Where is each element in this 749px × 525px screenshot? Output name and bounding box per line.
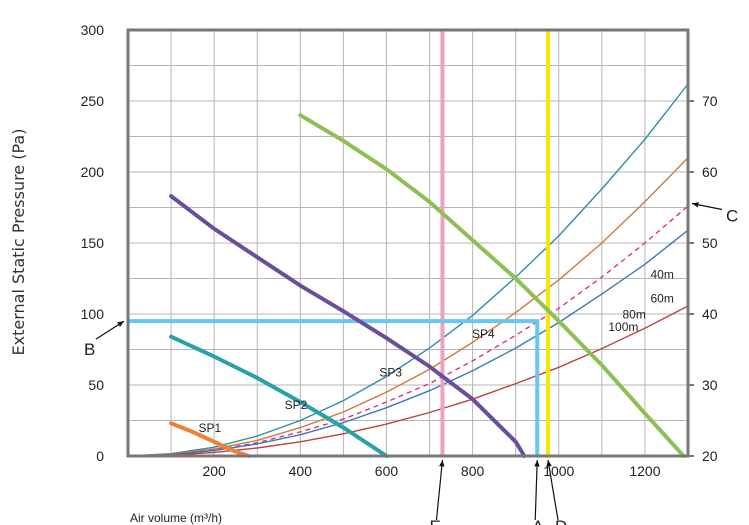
y2-tick-label: 20 [702, 448, 718, 464]
y2-tick-label: 60 [702, 164, 718, 180]
system-curve-100m [128, 84, 688, 456]
curve-label-SP2: SP2 [285, 398, 308, 412]
fan-curves [171, 115, 684, 456]
tick-labels: 200 400 600 800 1000 120005010015020025030020… [81, 22, 718, 479]
marker-B: B [84, 340, 95, 359]
curve-label-80m: 80m [622, 307, 645, 321]
curve-label-40m: 40m [650, 268, 673, 282]
x-tick-label: 200 [202, 463, 226, 479]
curve-label-100m: 100m [608, 320, 638, 334]
y-tick-label: 100 [81, 306, 105, 322]
y2-tick-label: 30 [702, 377, 718, 393]
x-axis-label: Air volume (m³/h) [130, 511, 222, 525]
marker-arrow-line [436, 460, 442, 520]
y2-tick-label: 50 [702, 235, 718, 251]
system-curves [128, 84, 688, 456]
y-tick-label: 250 [81, 93, 105, 109]
y2-tick-label: 70 [702, 93, 718, 109]
x-tick-label: 800 [461, 463, 485, 479]
x-tick-label: 400 [289, 463, 313, 479]
marker-C: C [726, 207, 738, 226]
marker-A: A [532, 517, 544, 525]
curve-label-SP1: SP1 [199, 421, 222, 435]
fan-curve-SP3 [171, 196, 524, 456]
marker-arrow-head [692, 202, 699, 207]
curve-label-SP4: SP4 [472, 327, 495, 341]
marker-arrow-head [117, 321, 124, 327]
y-tick-label: 300 [81, 22, 105, 38]
y2-tick-label: 40 [702, 306, 718, 322]
y-tick-label: 0 [96, 448, 104, 464]
marker-arrow-head [534, 460, 539, 467]
curve-label-60m: 60m [650, 292, 673, 306]
y-tick-label: 50 [88, 377, 104, 393]
curve-label-SP3: SP3 [379, 365, 402, 379]
y-tick-label: 200 [81, 164, 105, 180]
marker-E: E [429, 517, 440, 525]
marker-arrow-line [535, 460, 537, 520]
marker-D: D [555, 517, 567, 525]
system-curve-80m [128, 158, 688, 456]
x-tick-label: 600 [375, 463, 399, 479]
x-tick-label: 1200 [629, 463, 660, 479]
y-tick-label: 150 [81, 235, 105, 251]
y-axis-label: External Static Pressure (Pa) [9, 129, 28, 356]
